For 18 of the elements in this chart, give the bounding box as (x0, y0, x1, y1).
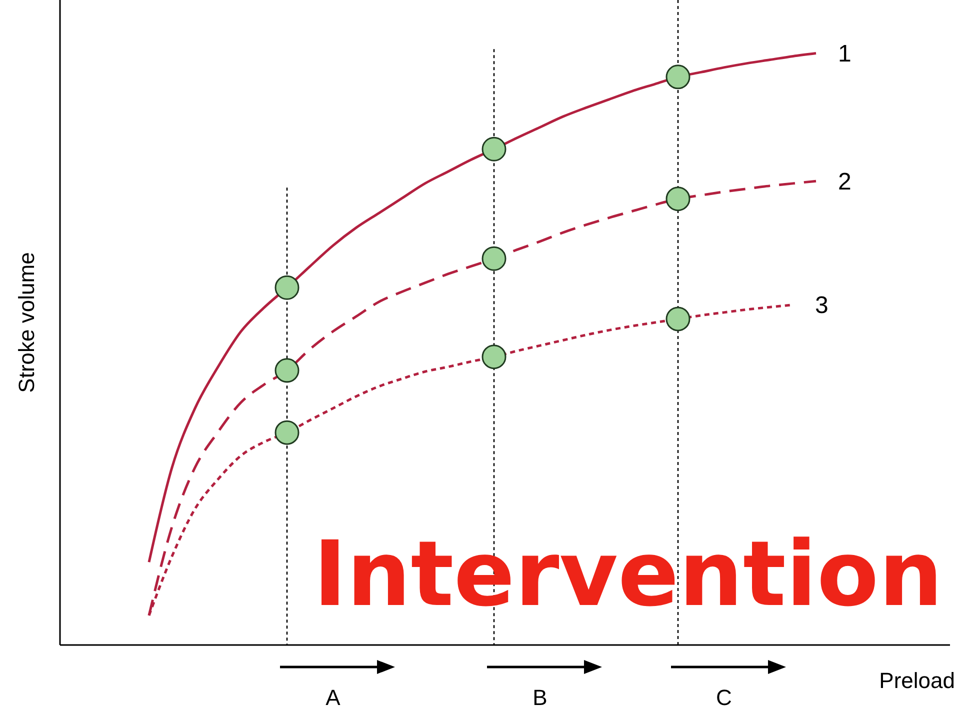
point (274, 275, 300, 300)
x-tick-label: B (532, 685, 548, 710)
x-tick-label: C (716, 685, 732, 710)
point (274, 358, 300, 383)
x-axis-title: Preload (879, 668, 955, 693)
point (666, 306, 690, 332)
series-label: 2 (838, 168, 852, 196)
point (666, 186, 690, 212)
series-label: 1 (838, 40, 852, 68)
point (482, 246, 506, 271)
point (274, 420, 300, 445)
annotation: Intervention (313, 522, 943, 627)
y-axis-title: Stroke volume (14, 252, 39, 393)
series-label: 3 (815, 292, 828, 320)
point (666, 64, 690, 90)
point (482, 344, 506, 370)
x-tick-label: A (326, 685, 341, 710)
point (482, 136, 506, 162)
